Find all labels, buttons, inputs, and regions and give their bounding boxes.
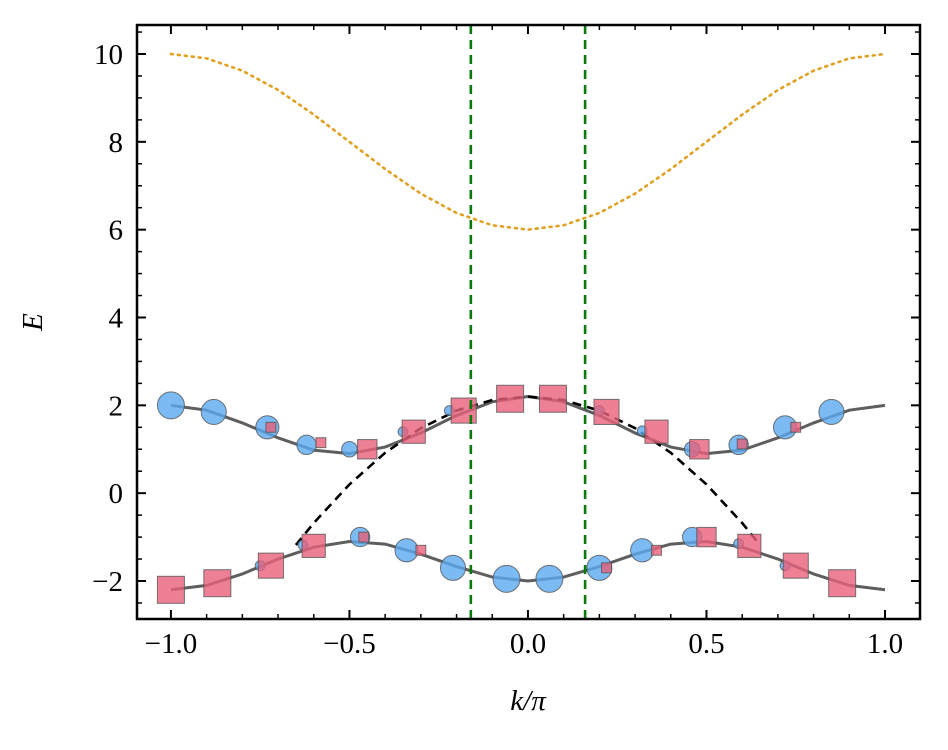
- y-tick-label: 2: [109, 390, 124, 422]
- scatter-circle: [200, 398, 227, 425]
- scatter-square: [782, 552, 809, 579]
- scatter-square: [790, 421, 802, 433]
- line-dashed: [294, 395, 762, 546]
- x-tick-label: 0.0: [510, 628, 546, 660]
- scatter-circle: [535, 564, 564, 593]
- line-solid: [170, 539, 886, 592]
- y-tick-label: 6: [109, 215, 124, 247]
- scatter-square: [203, 569, 232, 598]
- scatter-square: [593, 398, 620, 425]
- scatter-square: [415, 544, 427, 556]
- scatter-square: [601, 562, 612, 574]
- line-solid: [170, 395, 886, 456]
- scatter-square: [401, 419, 426, 444]
- axes-frame: [135, 23, 922, 621]
- scatter-circle: [341, 440, 358, 458]
- scatter-square: [315, 437, 327, 449]
- scatter-square: [696, 526, 717, 548]
- scatter-square: [828, 569, 857, 598]
- scatter-circle: [630, 538, 655, 563]
- y-tick-label: 10: [94, 39, 123, 71]
- scatter-circle: [492, 564, 521, 593]
- scatter-square: [737, 533, 762, 558]
- y-tick-label: 4: [109, 302, 124, 334]
- y-tick-label: 8: [109, 127, 124, 159]
- scatter-square: [736, 438, 748, 450]
- scatter-square: [644, 419, 669, 444]
- scatter-circle: [394, 538, 419, 563]
- scatter-square: [265, 421, 277, 433]
- scatter-circle: [439, 554, 467, 581]
- x-tick-label: −0.5: [323, 628, 376, 660]
- x-tick-label: 1.0: [867, 628, 903, 660]
- scatter-square: [496, 384, 525, 413]
- scatter-circle: [296, 434, 317, 456]
- scatter-square: [301, 533, 326, 558]
- scatter-circle: [156, 391, 185, 420]
- scatter-square: [538, 384, 567, 413]
- y-axis-label: E: [17, 313, 49, 332]
- y-tick-label: −2: [92, 566, 123, 598]
- y-tick-label: 0: [109, 478, 124, 510]
- x-tick-label: 0.5: [688, 628, 724, 660]
- scatter-square: [357, 439, 378, 460]
- line-dotted: [169, 52, 887, 231]
- plot-area: [156, 25, 887, 619]
- scatter-square: [358, 531, 370, 543]
- scatter-square: [257, 552, 284, 579]
- scatter-square: [156, 575, 185, 604]
- x-axis-label: k/π: [510, 685, 547, 717]
- scatter-square: [651, 544, 662, 556]
- scatter-circle: [818, 398, 845, 425]
- scatter-square: [689, 439, 710, 460]
- scatter-square: [450, 397, 477, 424]
- x-tick-label: −1.0: [145, 628, 198, 660]
